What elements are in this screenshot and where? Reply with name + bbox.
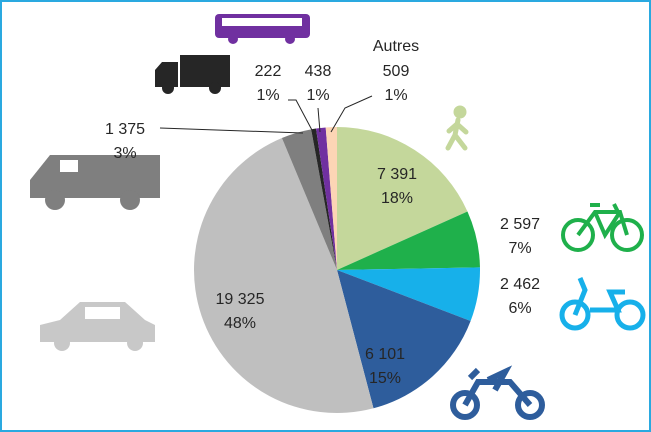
percent-label: 48% xyxy=(224,315,256,332)
pie-slice xyxy=(194,138,374,413)
percent-label: 1% xyxy=(384,87,407,104)
category-label: Autres xyxy=(373,38,419,55)
leader-line xyxy=(159,127,304,134)
value-label: 7 391 xyxy=(377,166,417,183)
icon-car xyxy=(40,302,155,351)
pie-slice xyxy=(337,267,481,321)
icon-motorcycle xyxy=(450,365,545,420)
icon-van xyxy=(30,155,160,210)
icon-truck xyxy=(155,55,230,94)
icon-bicycle xyxy=(561,203,644,252)
value-label: 1 375 xyxy=(105,121,145,138)
percent-label: 15% xyxy=(369,370,401,387)
value-label: 2 462 xyxy=(500,276,540,293)
percent-label: 6% xyxy=(508,300,531,317)
value-label: 6 101 xyxy=(365,346,405,363)
pie-slice xyxy=(311,128,337,270)
icon-moped xyxy=(559,277,646,331)
percent-label: 18% xyxy=(381,190,413,207)
pie-slice xyxy=(316,127,337,270)
leader-line xyxy=(317,107,321,133)
pie-slice xyxy=(281,129,337,270)
value-label: 19 325 xyxy=(216,291,265,308)
value-label: 509 xyxy=(383,63,410,80)
percent-label: 3% xyxy=(113,145,136,162)
leader-line xyxy=(330,95,373,133)
value-label: 222 xyxy=(255,63,282,80)
pie-slice xyxy=(337,127,468,270)
pie-slice xyxy=(337,211,480,270)
leader-line xyxy=(288,99,314,133)
icon-bus xyxy=(215,14,310,44)
percent-label: 7% xyxy=(508,240,531,257)
pie-slice xyxy=(325,127,337,270)
value-label: 2 597 xyxy=(500,216,540,233)
percent-label: 1% xyxy=(256,87,279,104)
value-label: 438 xyxy=(305,63,332,80)
icon-pedestrian xyxy=(445,105,469,151)
percent-label: 1% xyxy=(306,87,329,104)
pie-slice xyxy=(337,270,471,409)
